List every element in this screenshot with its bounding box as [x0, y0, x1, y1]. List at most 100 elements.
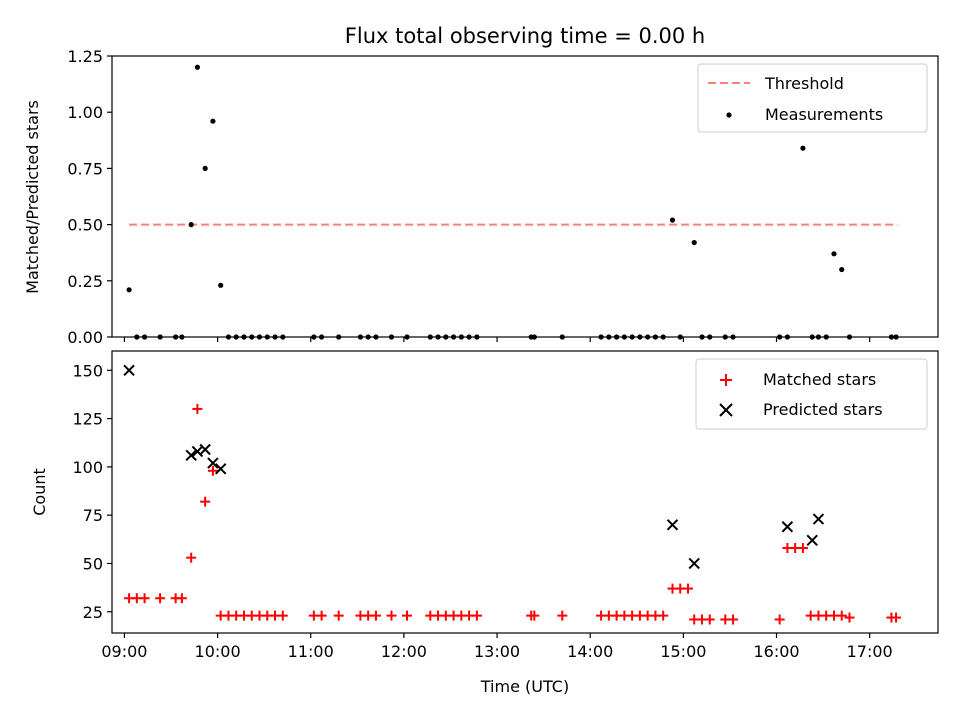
bottom-x-tick-label: 16:00 [753, 642, 799, 661]
top-legend-box [697, 63, 928, 133]
measurement-point [645, 334, 651, 340]
measurement-point [443, 334, 449, 340]
measurement-point [815, 334, 822, 340]
bottom-x-tick-label: 09:00 [101, 642, 147, 661]
measurement-point [823, 334, 829, 340]
matched-star-point [316, 610, 327, 621]
legend-measurements-label: Measurements [765, 105, 883, 124]
bottom-panel-frame [111, 350, 939, 634]
bottom-x-tick-label: 10:00 [195, 642, 241, 661]
bottom-x-axis-label: Time (UTC) [480, 677, 569, 696]
predicted-star-point [123, 364, 135, 377]
measurement-point [839, 266, 845, 273]
measurement-point [365, 334, 371, 340]
measurement-point [466, 334, 472, 340]
bottom-x-tick-label: 15:00 [660, 642, 706, 661]
measurement-point [194, 64, 200, 70]
measurement-point [669, 217, 676, 223]
measurement-point [652, 334, 659, 340]
measurement-point [637, 334, 643, 340]
bottom-legend-box [695, 358, 928, 430]
measurement-point [188, 222, 194, 228]
legend-predicted-label: Predicted stars [763, 400, 883, 419]
top-y-tick-label: 0.50 [67, 216, 103, 235]
measurement-point [474, 334, 480, 340]
measurement-point [777, 334, 783, 340]
measurement-point [435, 334, 441, 340]
measurement-point [831, 251, 837, 257]
matched-star-point [797, 543, 808, 554]
top-y-tick-label: 1.25 [67, 47, 103, 66]
measurement-point [280, 334, 286, 340]
bottom-x-tick-label: 14:00 [567, 642, 613, 661]
measurement-point [157, 334, 163, 340]
predicted-star-point [806, 534, 818, 546]
bottom-legend: Matched stars Predicted stars [695, 358, 928, 430]
bottom-y-tick-label: 150 [72, 361, 103, 380]
measurement-point [241, 334, 247, 340]
matched-star-point [836, 610, 847, 621]
measurement-point [784, 334, 790, 340]
measurement-point [202, 165, 208, 171]
matched-star-point [891, 612, 902, 623]
measurement-point [233, 334, 239, 340]
measurement-point [531, 334, 537, 340]
matched-star-point [155, 593, 166, 604]
top-y-axis: 0.00 0.25 0.50 0.75 1.00 1.25 [67, 47, 112, 347]
measurement-point [173, 334, 179, 340]
measurement-point [142, 334, 148, 340]
legend-threshold-label: Threshold [764, 74, 844, 93]
matched-star-point [192, 403, 203, 414]
legend-matched-label: Matched stars [763, 370, 876, 389]
measurement-point [730, 334, 736, 340]
matched-star-point [471, 610, 482, 621]
matched-star-point [207, 465, 218, 476]
measurement-point [357, 334, 364, 340]
measurement-point [660, 334, 666, 340]
measurement-point [722, 334, 728, 340]
measurement-point [606, 334, 612, 340]
measurement-point [427, 334, 433, 340]
top-x-ticks [123, 337, 871, 342]
measurement-point [614, 334, 620, 340]
measurement-point [256, 334, 263, 340]
bottom-x-axis: 09:00 10:00 11:00 12:00 13:00 14:00 15:00 16:00… [101, 633, 893, 661]
measurement-point [404, 334, 410, 340]
measurement-point [126, 287, 132, 293]
matched-star-point [176, 593, 187, 604]
measurement-point [210, 118, 216, 124]
top-y-tick-label: 1.00 [67, 103, 103, 122]
top-y-tick-label: 0.25 [67, 272, 103, 291]
matched-star-point [704, 614, 715, 625]
matched-star-point [386, 610, 397, 621]
bottom-y-axis: 25 50 75 100 125 150 [72, 361, 112, 622]
measurement-point [319, 334, 325, 340]
measurement-point [809, 334, 815, 340]
matched-star-point [200, 496, 211, 507]
predicted-star-point [688, 557, 700, 570]
measurement-point [800, 145, 806, 151]
bottom-y-tick-label: 50 [83, 554, 103, 573]
predicted-star-point [199, 443, 211, 456]
bottom-panel: 25 50 75 100 125 150 09:00 10:00 11:00 12:00 13:0… [30, 350, 939, 696]
measurement-point [893, 334, 899, 340]
bottom-y-tick-label: 25 [83, 603, 103, 622]
measurement-point [311, 334, 317, 340]
measurement-point [134, 334, 140, 340]
measurement-point [373, 334, 379, 340]
measurement-point [225, 334, 232, 340]
measurement-point [336, 334, 342, 340]
bottom-x-tick-label: 17:00 [847, 642, 893, 661]
matched-star-point [529, 610, 540, 621]
measurement-point [450, 334, 457, 340]
matched-star-point [728, 614, 739, 625]
bottom-y-tick-label: 75 [83, 506, 103, 525]
matched-star-point [139, 593, 150, 604]
matched-star-point [683, 583, 694, 594]
predicted-star-point [666, 519, 679, 531]
measurement-point [621, 334, 627, 340]
measurement-point [677, 334, 683, 340]
matched-star-point [557, 610, 568, 621]
matched-star-point [333, 610, 344, 621]
